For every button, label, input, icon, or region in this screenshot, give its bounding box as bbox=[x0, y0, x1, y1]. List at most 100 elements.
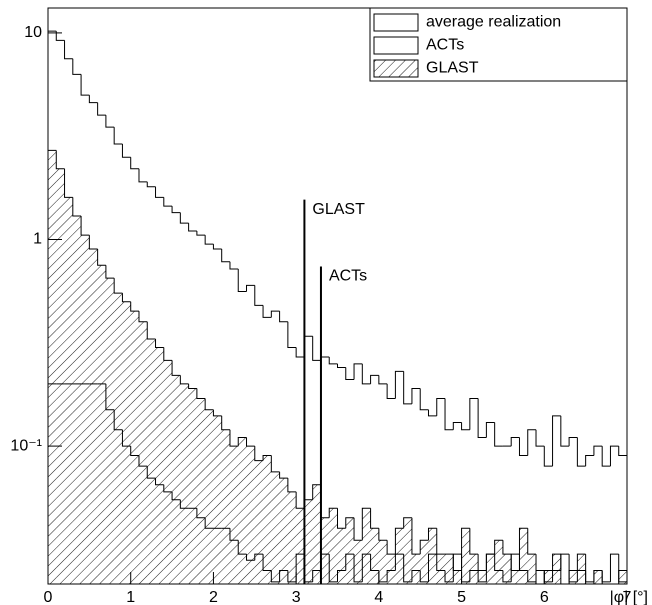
hist-step bbox=[585, 554, 594, 584]
hist-step bbox=[270, 310, 280, 318]
x-axis-label: |φ| [°] bbox=[610, 589, 648, 605]
hist-bar bbox=[453, 570, 462, 584]
hist-bar bbox=[205, 409, 214, 584]
y-tick-label: 10⁻¹ bbox=[10, 437, 42, 454]
hist-step bbox=[494, 422, 503, 447]
hist-bar bbox=[64, 197, 73, 584]
hist-step bbox=[312, 484, 321, 500]
hist-step bbox=[560, 415, 570, 447]
hist-bar bbox=[163, 360, 173, 584]
hist-bar bbox=[387, 554, 396, 584]
hist-step bbox=[237, 268, 247, 293]
x-tick-label: 4 bbox=[374, 589, 383, 605]
hist-step bbox=[403, 371, 412, 405]
hist-step bbox=[221, 248, 230, 263]
hist-step bbox=[72, 58, 82, 75]
hist-bar bbox=[362, 508, 371, 584]
hist-step bbox=[419, 388, 429, 411]
hist-bar bbox=[221, 429, 230, 584]
hist-step bbox=[535, 429, 545, 447]
hist-step bbox=[155, 186, 164, 198]
hist-step bbox=[477, 398, 487, 439]
hist-bar bbox=[105, 278, 115, 584]
hist-step bbox=[171, 360, 181, 376]
hist-step bbox=[593, 569, 603, 584]
hist-step bbox=[196, 230, 206, 236]
legend-swatch bbox=[373, 59, 419, 78]
hist-step bbox=[585, 570, 594, 583]
hist-step bbox=[130, 157, 139, 170]
hist-step bbox=[262, 455, 272, 461]
hist-step bbox=[485, 553, 495, 571]
hist-step bbox=[527, 429, 537, 456]
hist-step bbox=[229, 261, 239, 270]
hist-bar bbox=[461, 528, 470, 584]
hist-step bbox=[121, 293, 131, 303]
hist-bar bbox=[577, 554, 586, 584]
hist-bar bbox=[320, 517, 330, 584]
x-tick-label: 2 bbox=[209, 589, 218, 605]
hist-bar bbox=[114, 293, 123, 584]
hist-bar bbox=[89, 248, 98, 584]
hist-bar bbox=[287, 491, 297, 584]
hist-step bbox=[72, 197, 82, 217]
hist-bar bbox=[138, 321, 148, 584]
x-tick-label: 1 bbox=[126, 589, 135, 605]
hist-step bbox=[386, 540, 396, 555]
hist-step bbox=[237, 437, 247, 447]
hist-step bbox=[593, 445, 603, 456]
hist-step bbox=[303, 335, 313, 357]
x-tick-label: 5 bbox=[457, 589, 466, 605]
hist-step bbox=[378, 375, 388, 385]
hist-step bbox=[361, 507, 371, 541]
hist-bar bbox=[544, 570, 553, 584]
hist-step bbox=[88, 95, 98, 104]
hist-step bbox=[576, 553, 586, 571]
hist-bar bbox=[618, 570, 627, 584]
hist-step bbox=[171, 206, 181, 214]
hist-bar bbox=[238, 437, 247, 584]
hist-step bbox=[138, 311, 148, 323]
hist-step bbox=[560, 553, 570, 571]
hist-bar bbox=[122, 301, 131, 584]
hist-step bbox=[179, 375, 189, 385]
hist-step bbox=[386, 383, 396, 399]
hist-bar bbox=[130, 311, 139, 584]
hist-bar bbox=[172, 375, 181, 584]
legend-label: ACTs bbox=[426, 37, 464, 54]
hist-bar bbox=[329, 508, 338, 584]
hist-step bbox=[510, 554, 520, 571]
hist-bar bbox=[411, 554, 421, 584]
hist-step bbox=[527, 528, 537, 555]
hist-step bbox=[394, 527, 404, 555]
hist-step bbox=[204, 398, 214, 411]
hist-step bbox=[196, 388, 206, 399]
hist-step bbox=[246, 437, 255, 447]
hist-step bbox=[378, 528, 388, 541]
hist-bar bbox=[155, 347, 164, 584]
legend-label: average realization bbox=[426, 14, 561, 31]
hist-step bbox=[469, 528, 479, 555]
hist-step bbox=[320, 356, 330, 361]
hist-step bbox=[270, 455, 280, 473]
hist-step bbox=[568, 569, 578, 584]
hist-step bbox=[279, 311, 288, 323]
hist-step bbox=[618, 569, 627, 584]
hist-bar bbox=[304, 499, 313, 584]
hist-step bbox=[204, 235, 214, 245]
hist-bar bbox=[502, 554, 512, 584]
legend-swatch bbox=[373, 36, 419, 55]
hist-step bbox=[229, 429, 239, 447]
hist-step bbox=[394, 370, 404, 399]
hist-step bbox=[328, 356, 338, 365]
hist-step bbox=[254, 446, 264, 462]
hist-step bbox=[80, 215, 90, 236]
x-tick-label: 7 bbox=[623, 589, 632, 605]
hist-bar bbox=[147, 338, 156, 584]
hist-step bbox=[312, 336, 321, 361]
hist-bar bbox=[337, 528, 346, 584]
hist-step bbox=[552, 415, 561, 467]
hist-step bbox=[221, 415, 230, 431]
legend-label: GLAST bbox=[426, 60, 479, 77]
